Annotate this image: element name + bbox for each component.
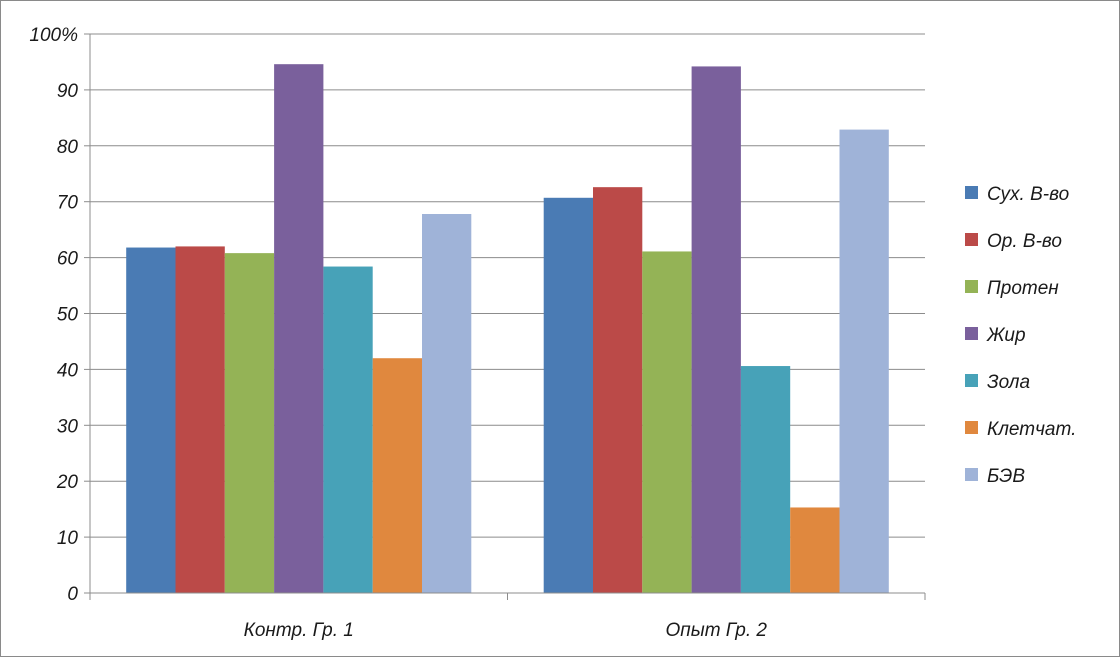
y-tick-label: 60 bbox=[57, 249, 79, 270]
bar bbox=[593, 187, 643, 593]
y-tick-label: 40 bbox=[57, 360, 79, 381]
bar bbox=[422, 213, 472, 594]
legend-item: Клетчат. bbox=[965, 419, 1076, 440]
legend-label: БЭВ bbox=[987, 466, 1025, 487]
legend-item: Протен bbox=[965, 278, 1059, 299]
bar bbox=[274, 64, 324, 593]
y-tick-label: 70 bbox=[57, 193, 79, 214]
bar bbox=[323, 266, 373, 593]
bar bbox=[691, 66, 741, 593]
bars bbox=[126, 64, 889, 594]
y-tick-label: 20 bbox=[56, 472, 79, 493]
x-category-label: Контр. Гр. 1 bbox=[244, 620, 354, 641]
legend-label: Зола bbox=[987, 372, 1030, 393]
legend-swatch bbox=[965, 327, 978, 340]
bar bbox=[224, 253, 275, 594]
legend-swatch bbox=[965, 280, 978, 293]
legend-swatch bbox=[965, 421, 978, 434]
axes bbox=[84, 33, 926, 600]
legend-item: Жир bbox=[965, 325, 1026, 346]
bar bbox=[543, 197, 593, 594]
y-tick-label: 100% bbox=[29, 25, 78, 46]
legend-label: Клетчат. bbox=[987, 419, 1076, 440]
legend-item: Ор. В-во bbox=[965, 231, 1062, 252]
bar bbox=[839, 129, 889, 594]
x-category-label: Опыт Гр. 2 bbox=[665, 620, 767, 641]
bar bbox=[126, 247, 176, 593]
y-tick-label: 0 bbox=[67, 584, 78, 605]
bar bbox=[372, 358, 422, 593]
legend-label: Сух. В-во bbox=[987, 184, 1069, 205]
legend-swatch bbox=[965, 374, 978, 387]
bar bbox=[740, 366, 791, 593]
y-tick-label: 90 bbox=[57, 81, 79, 102]
bar bbox=[642, 251, 692, 594]
y-tick-label: 50 bbox=[57, 305, 79, 326]
y-tick-label: 30 bbox=[57, 416, 79, 437]
legend-swatch bbox=[965, 233, 978, 246]
legend-swatch bbox=[965, 186, 978, 199]
legend-swatch bbox=[965, 468, 978, 481]
y-tick-labels: 0 10 20 30 40 50 60 70 80 90 100% bbox=[29, 25, 78, 605]
bar bbox=[175, 246, 225, 594]
y-tick-label: 10 bbox=[57, 528, 79, 549]
legend-item: БЭВ bbox=[965, 466, 1025, 487]
bar bbox=[790, 507, 840, 593]
legend-item: Зола bbox=[965, 372, 1030, 393]
legend-label: Протен bbox=[987, 278, 1059, 299]
legend-label: Жир bbox=[986, 325, 1026, 346]
y-tick-label: 80 bbox=[57, 137, 79, 158]
legend-label: Ор. В-во bbox=[987, 231, 1062, 252]
legend-item: Сух. В-во bbox=[965, 184, 1069, 205]
legend: Сух. В-во Ор. В-во Протен Жир Зола Клетчат. БЭ… bbox=[965, 184, 1076, 487]
x-category-labels: Контр. Гр. 1 Опыт Гр. 2 bbox=[244, 620, 768, 641]
